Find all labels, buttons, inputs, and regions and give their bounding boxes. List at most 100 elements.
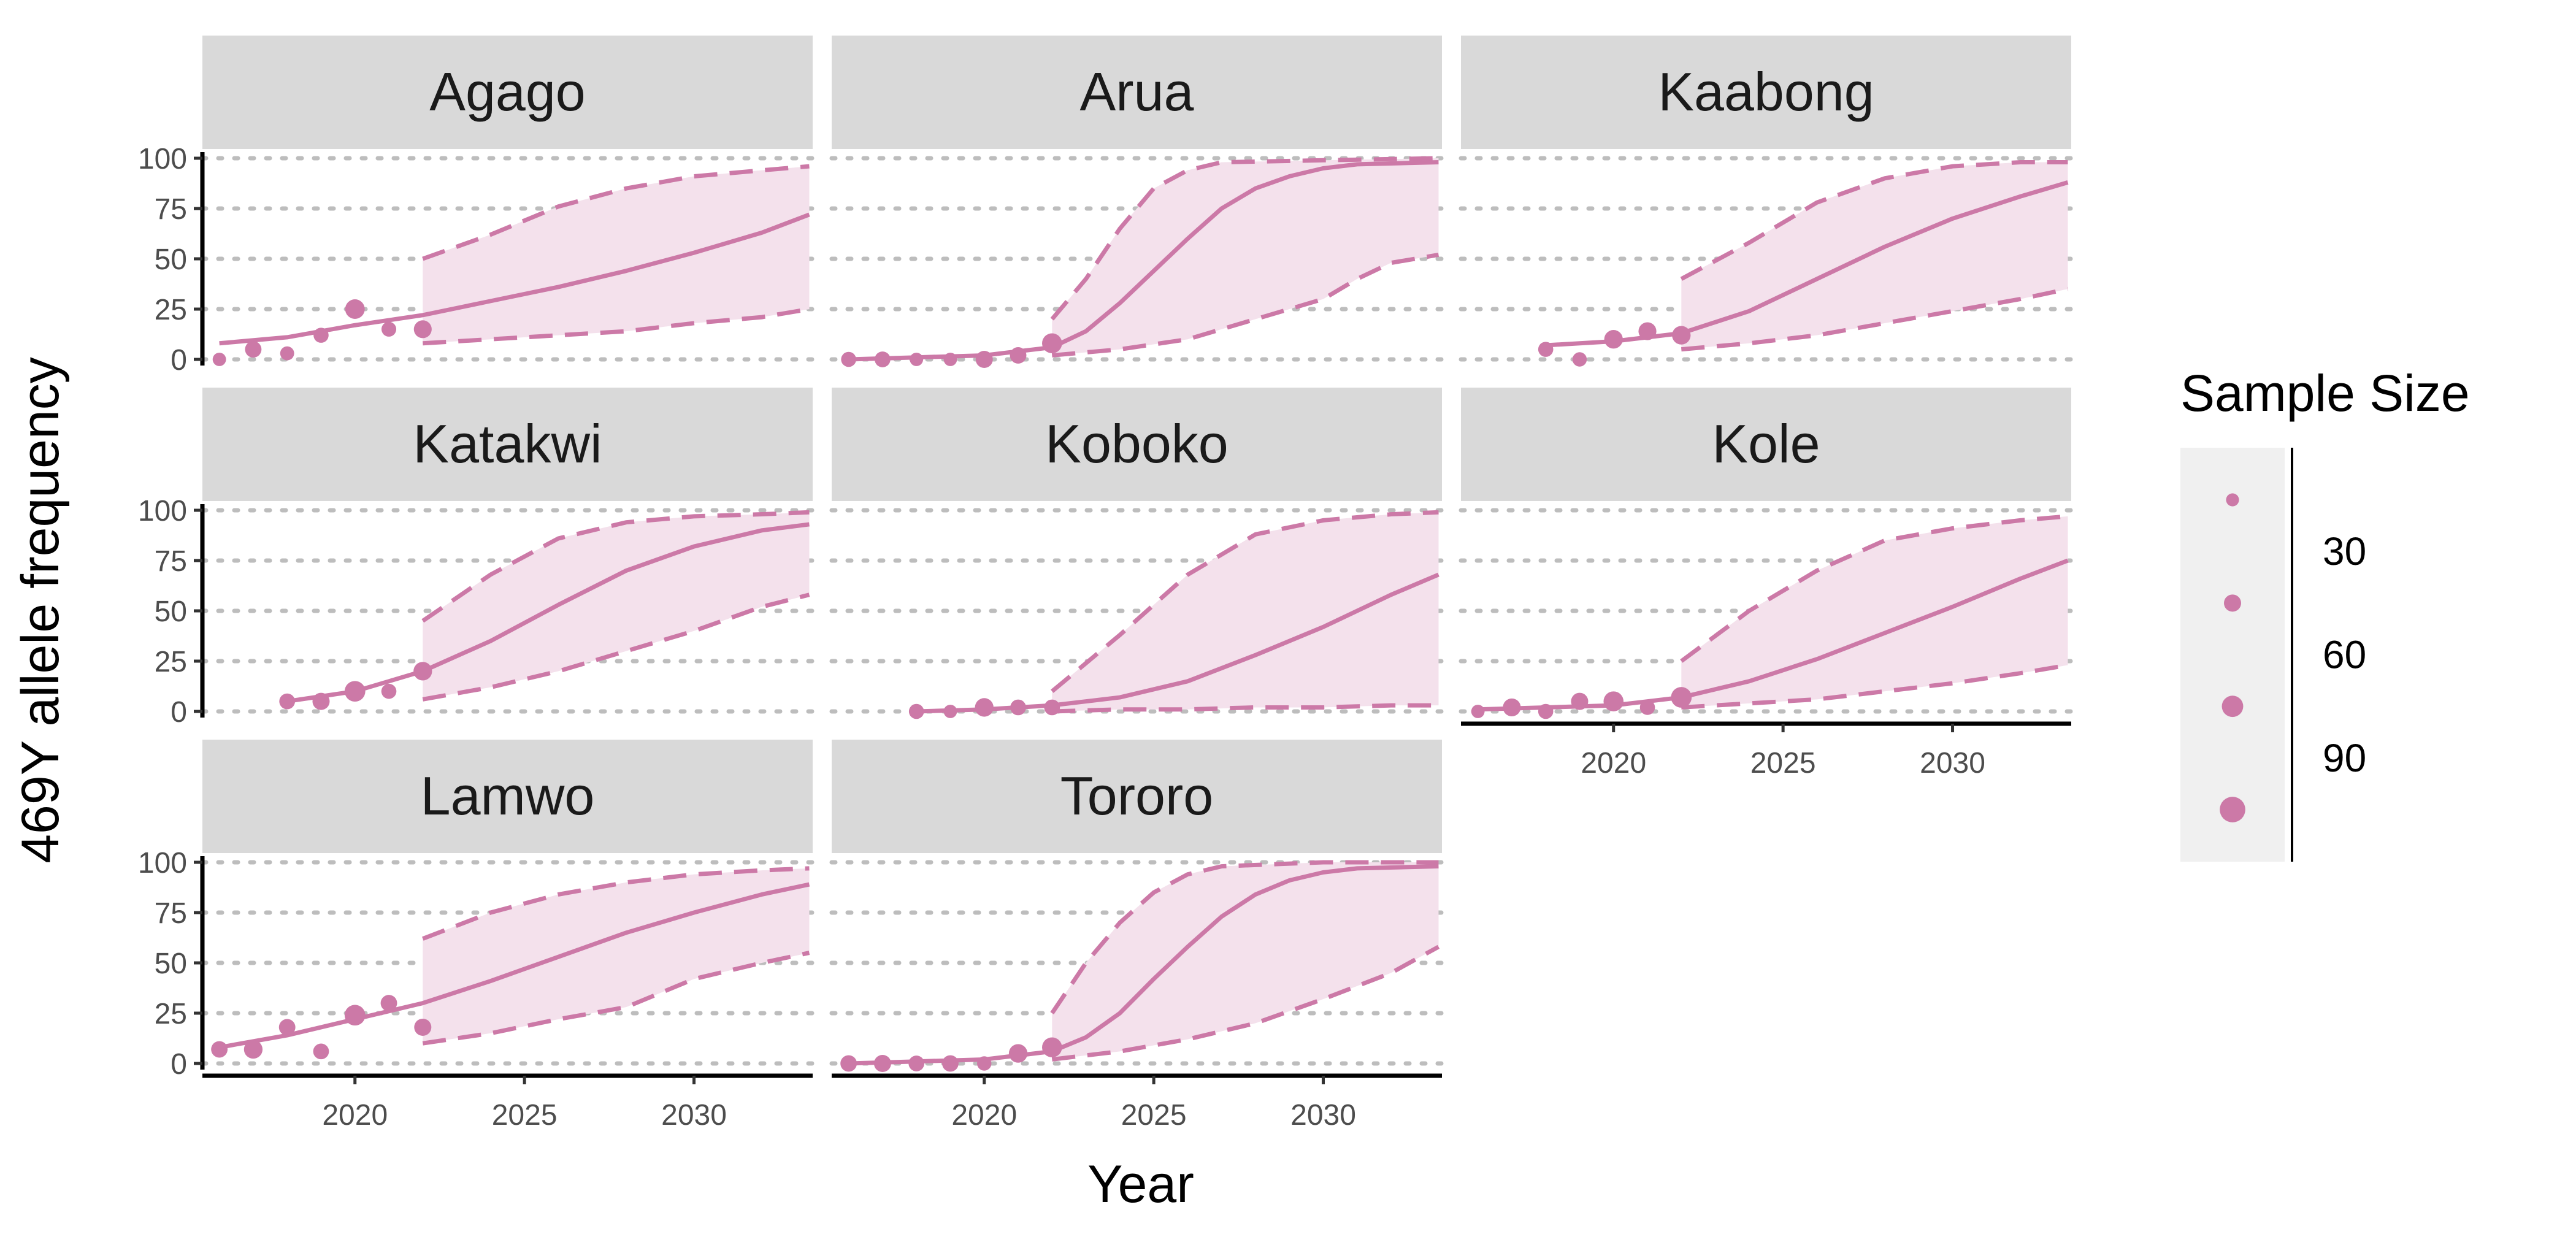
strip-background bbox=[832, 388, 1442, 501]
data-point bbox=[380, 995, 397, 1012]
data-point bbox=[908, 703, 924, 719]
data-point bbox=[1639, 700, 1655, 715]
panel-koboko: Koboko bbox=[829, 388, 1444, 719]
lower-bound-line bbox=[1681, 663, 2069, 710]
upper-bound-line bbox=[1051, 510, 1439, 693]
strip-background bbox=[202, 388, 813, 501]
lower-bound-line bbox=[1051, 252, 1439, 358]
upper-bound-line bbox=[422, 866, 810, 941]
x-tick-label: 2030 bbox=[1290, 1099, 1356, 1132]
x-tick-label: 2025 bbox=[1121, 1099, 1187, 1132]
upper-bound-line bbox=[1680, 160, 2068, 281]
x-tick-label: 2020 bbox=[1581, 747, 1646, 780]
legend-key-point bbox=[2226, 493, 2239, 507]
data-point bbox=[279, 693, 296, 710]
data-point bbox=[908, 1055, 925, 1071]
data-point bbox=[943, 353, 957, 366]
ci-ribbon bbox=[1052, 158, 1439, 356]
strip-label: Koboko bbox=[1045, 413, 1228, 474]
legend-key-background bbox=[2180, 448, 2285, 862]
data-point bbox=[312, 692, 330, 710]
data-point bbox=[841, 351, 856, 367]
data-point bbox=[245, 341, 262, 358]
strip-label: Agago bbox=[429, 61, 585, 122]
upper-bound-line bbox=[422, 164, 810, 261]
data-point bbox=[381, 321, 397, 337]
median-line bbox=[848, 864, 1439, 1066]
ci-ribbon bbox=[1681, 516, 2068, 708]
lower-bound-line bbox=[423, 307, 810, 346]
strip-background bbox=[832, 740, 1442, 853]
upper-bound-line bbox=[1050, 156, 1439, 321]
legend-key-point bbox=[2224, 594, 2241, 612]
y-tick-label: 75 bbox=[155, 193, 187, 226]
data-point bbox=[212, 353, 226, 366]
strip-background bbox=[1461, 388, 2071, 501]
panel-arua: Arua bbox=[829, 36, 1444, 368]
data-point bbox=[1538, 703, 1554, 719]
strip-label: Lamwo bbox=[421, 765, 595, 826]
data-point bbox=[413, 320, 432, 339]
strip-label: Arua bbox=[1080, 61, 1194, 122]
x-tick-label: 2030 bbox=[661, 1099, 727, 1132]
strip-label: Kole bbox=[1712, 413, 1820, 474]
legend: Sample Size 30 60 90 bbox=[2180, 364, 2470, 862]
y-tick-label: 75 bbox=[155, 897, 187, 930]
y-tick-label: 0 bbox=[171, 696, 187, 729]
data-point bbox=[975, 698, 994, 717]
strip-label: Kaabong bbox=[1658, 61, 1874, 122]
y-tick-label: 25 bbox=[155, 294, 187, 326]
data-point bbox=[413, 662, 432, 681]
data-point bbox=[1571, 692, 1589, 710]
ci-ribbon bbox=[423, 166, 810, 343]
data-point bbox=[977, 1056, 992, 1071]
legend-label: 30 bbox=[2323, 529, 2366, 573]
data-point bbox=[1604, 330, 1623, 349]
data-point bbox=[875, 351, 891, 367]
data-point bbox=[943, 705, 957, 718]
x-tick-label: 2020 bbox=[322, 1099, 388, 1132]
strip-label: Tororo bbox=[1060, 765, 1213, 826]
median-line bbox=[916, 572, 1439, 714]
data-point bbox=[1008, 1044, 1028, 1063]
data-point bbox=[1010, 699, 1026, 716]
panel-agago: Agago 0 25 50 75 100 bbox=[138, 36, 815, 377]
data-point bbox=[1603, 691, 1624, 711]
data-point bbox=[1638, 322, 1657, 340]
data-point bbox=[344, 1005, 366, 1026]
data-point bbox=[381, 683, 397, 699]
upper-bound-line bbox=[1680, 514, 2068, 663]
legend-title: Sample Size bbox=[2180, 364, 2470, 422]
x-tick-label: 2025 bbox=[1750, 747, 1816, 780]
panel-kole: Kole 2020 2025 2030 bbox=[1459, 388, 2074, 780]
data-point bbox=[840, 1055, 857, 1072]
y-tick-label: 50 bbox=[155, 243, 187, 276]
median-line bbox=[848, 160, 1439, 362]
upper-bound-line bbox=[1050, 860, 1439, 1014]
data-point bbox=[873, 1055, 891, 1072]
data-point bbox=[280, 346, 294, 361]
data-point bbox=[1471, 705, 1485, 718]
strip-background bbox=[202, 740, 813, 853]
data-point bbox=[1672, 326, 1691, 345]
strip-background bbox=[1461, 36, 2071, 149]
lower-bound-line bbox=[1681, 286, 2069, 352]
y-tick-label: 100 bbox=[138, 143, 187, 175]
lower-bound-line bbox=[1052, 703, 1439, 714]
upper-bound-line bbox=[421, 510, 810, 623]
strip-background bbox=[832, 36, 1442, 149]
median-line bbox=[219, 882, 810, 1050]
y-tick-label: 100 bbox=[138, 847, 187, 879]
y-tick-label: 25 bbox=[155, 646, 187, 678]
y-tick-label: 50 bbox=[155, 596, 187, 628]
y-tick-label: 75 bbox=[155, 545, 187, 578]
y-tick-label: 25 bbox=[155, 998, 187, 1030]
data-point bbox=[243, 1040, 263, 1059]
data-point bbox=[1503, 698, 1521, 717]
legend-label: 60 bbox=[2323, 633, 2366, 677]
legend-key-point bbox=[2221, 695, 2244, 718]
panel-tororo: Tororo 2020 2025 2030 bbox=[829, 740, 1444, 1132]
panel-katakwi: Katakwi 0 25 50 75 100 bbox=[138, 388, 815, 729]
y-axis-title: 469Y allele frequency bbox=[11, 357, 70, 864]
